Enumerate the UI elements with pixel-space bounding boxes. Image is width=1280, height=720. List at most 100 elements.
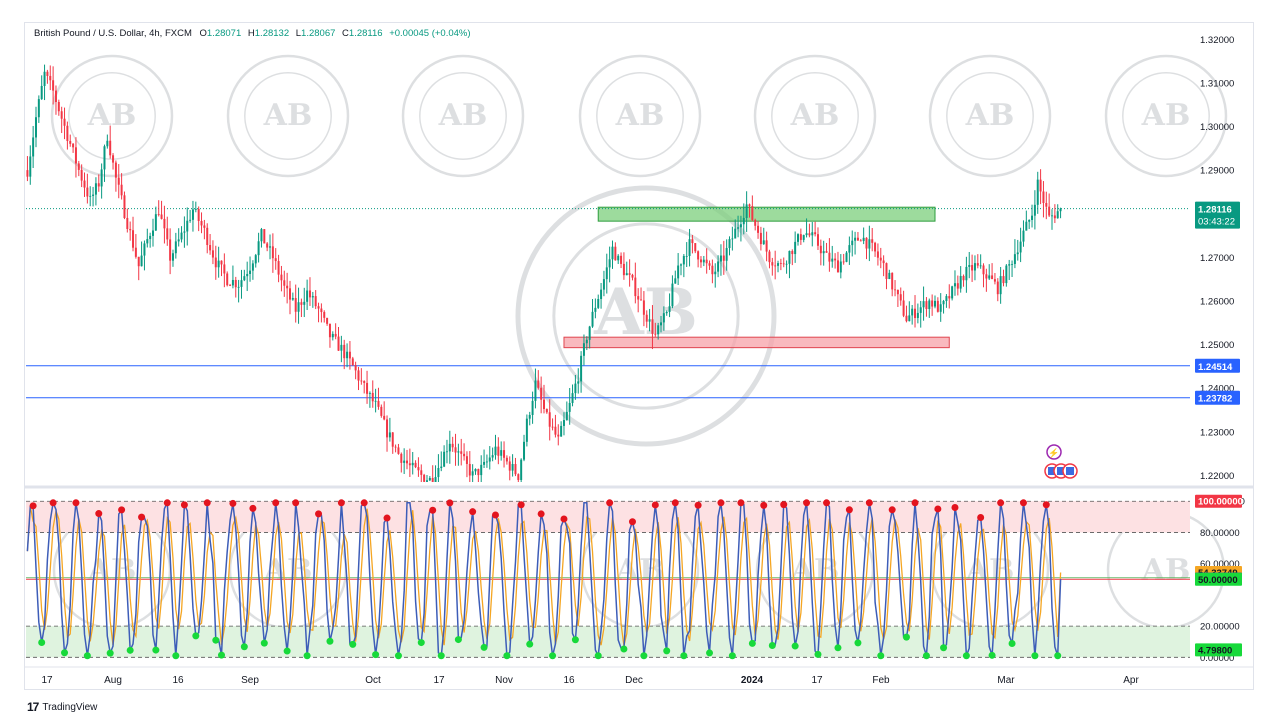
oversold-marker	[571, 636, 579, 644]
candle-body	[40, 85, 43, 100]
candle-body	[497, 446, 500, 456]
candle-body	[936, 300, 939, 312]
overbought-marker	[429, 506, 437, 514]
candle-body	[657, 325, 660, 335]
candle-body	[711, 265, 714, 275]
candle-body	[368, 392, 371, 394]
oversold-marker	[417, 639, 425, 647]
candle-body	[1016, 252, 1019, 255]
candle-body	[474, 468, 477, 472]
candle-body	[548, 412, 551, 427]
candle-body	[885, 263, 888, 279]
candle-body	[271, 246, 274, 259]
candle-body	[363, 381, 366, 383]
time-tick-label: Oct	[365, 675, 381, 686]
candle-body	[757, 225, 760, 233]
watermark-ring	[401, 54, 525, 178]
candle-body	[177, 239, 180, 242]
candle-body	[54, 90, 57, 103]
low-value: 1.28067	[301, 28, 336, 39]
candle-body	[251, 263, 254, 271]
overbought-marker	[823, 499, 831, 507]
time-tick-label: 17	[433, 675, 445, 686]
watermark-seal: AB	[226, 54, 350, 178]
watermark-initials: AB	[965, 98, 1015, 133]
candle-body	[708, 263, 711, 266]
overbought-marker	[717, 499, 725, 507]
candle-body	[411, 462, 414, 466]
candle-body	[303, 301, 306, 305]
last-price-label: 1.28116	[1198, 205, 1232, 216]
candle-body	[451, 443, 454, 448]
candle-body	[554, 426, 557, 435]
candle-body	[520, 459, 523, 480]
candle-body	[694, 243, 697, 252]
candle-body	[257, 241, 260, 256]
candle-body	[651, 319, 654, 334]
price-tick-label: 1.31000	[1200, 78, 1234, 89]
candle-body	[246, 273, 249, 277]
candle-body	[308, 290, 311, 298]
low-label: L	[295, 28, 302, 39]
candle-body	[745, 204, 748, 218]
open-value: 1.28071	[206, 28, 242, 39]
candle-body	[922, 301, 925, 308]
candle-body	[508, 461, 511, 471]
candle-body	[46, 71, 49, 76]
candle-body	[317, 306, 320, 309]
tradingview-footer[interactable]: 17 TradingView	[27, 700, 97, 714]
candle-body	[414, 462, 417, 468]
candle-body	[654, 333, 657, 335]
candle-body	[337, 336, 340, 351]
price-tick-label: 1.26000	[1200, 296, 1234, 307]
candle-body	[386, 419, 389, 438]
candle-body	[480, 464, 483, 476]
overbought-marker	[737, 499, 745, 507]
lightning-glyph: ⚡	[1048, 447, 1059, 459]
high-label: H	[247, 28, 255, 39]
candle-body	[169, 239, 172, 261]
candle-body	[63, 118, 66, 126]
time-tick-label: 16	[172, 675, 184, 686]
candle-body	[220, 260, 223, 265]
candle-body	[637, 296, 640, 300]
candle-body	[856, 237, 859, 241]
candle-body	[991, 275, 994, 280]
candle-body	[260, 229, 263, 242]
candle-body	[1056, 211, 1059, 219]
watermark-initials: AB	[438, 98, 488, 133]
candle-body	[477, 468, 480, 476]
overbought-marker	[934, 505, 942, 513]
candle-body	[594, 307, 597, 312]
last-price-tag	[1195, 201, 1240, 229]
candle-body	[417, 467, 420, 471]
osc-level-tag	[1195, 494, 1242, 508]
candle-body	[919, 307, 922, 313]
candle-body	[1013, 254, 1016, 265]
oversold-marker	[172, 652, 180, 660]
candle-body	[340, 344, 343, 351]
overbought-marker	[517, 501, 525, 509]
candle-body	[942, 300, 945, 305]
candle-body	[622, 263, 625, 276]
candle-body	[454, 447, 457, 453]
candle-body	[117, 177, 120, 185]
candle-body	[1033, 204, 1036, 216]
candle-body	[197, 209, 200, 221]
candle-body	[697, 251, 700, 260]
candle-body	[34, 117, 37, 138]
candle-body	[759, 232, 762, 245]
candle-body	[939, 304, 942, 312]
candle-body	[37, 99, 40, 118]
overbought-marker	[315, 510, 323, 518]
candle-body	[839, 261, 842, 273]
symbol-title: British Pound / U.S. Dollar, 4h, FXCM	[34, 28, 192, 39]
oversold-marker	[480, 643, 488, 651]
candle-body	[534, 380, 537, 401]
overbought-marker	[49, 499, 57, 507]
candle-body	[229, 285, 232, 287]
candle-body	[314, 296, 317, 307]
overbought-marker	[997, 499, 1005, 507]
